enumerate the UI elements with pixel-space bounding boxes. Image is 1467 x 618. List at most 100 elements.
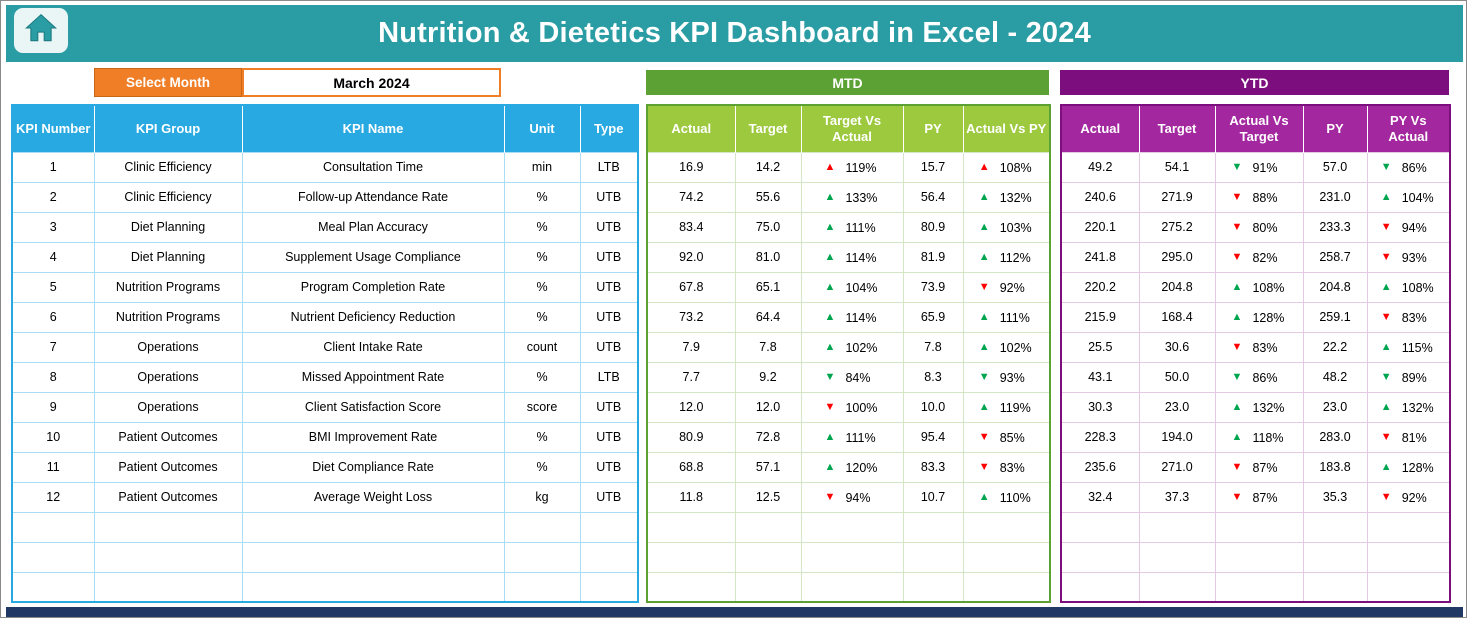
percent-value: 91%	[1252, 160, 1278, 175]
empty-row	[12, 541, 638, 572]
mtd-actual-vs-py-cell: ▼ 83%	[963, 451, 1050, 482]
arrow-up-icon: ▲	[978, 401, 990, 414]
ytd-table-row: 215.9 168.4 ▲ 128% 259.1 ▼ 83%	[1061, 301, 1450, 332]
arrow-down-icon: ▼	[1380, 161, 1392, 174]
arrow-down-icon: ▼	[1380, 221, 1392, 234]
kpi-number-header: KPI Number	[12, 105, 95, 152]
arrow-up-icon: ▲	[1380, 461, 1392, 474]
ytd-actual-vs-target-cell: ▲ 118%	[1215, 421, 1304, 452]
arrow-down-icon: ▼	[1380, 371, 1392, 384]
comparison-indicator: ▼ 92%	[979, 281, 1034, 295]
ytd-target-cell: 168.4	[1139, 301, 1216, 332]
select-month-label: Select Month	[125, 75, 210, 90]
arrow-down-icon: ▼	[1231, 461, 1243, 474]
type-cell: UTB	[580, 181, 638, 212]
percent-value: 119%	[845, 160, 877, 175]
mtd-actual-cell: 80.9	[647, 421, 736, 452]
percent-value: 133%	[845, 190, 878, 205]
mtd-actual-vs-py-cell: ▲ 103%	[963, 211, 1050, 242]
empty-cell	[1139, 541, 1216, 572]
mtd-actual-cell: 7.9	[647, 331, 736, 362]
comparison-indicator: ▼ 89%	[1381, 371, 1436, 385]
mtd-actual-cell: 11.8	[647, 481, 736, 512]
ytd-target-cell: 295.0	[1139, 241, 1216, 272]
ytd-py-header: PY	[1303, 105, 1368, 152]
comparison-indicator: ▲ 132%	[1381, 401, 1436, 415]
empty-cell	[242, 571, 505, 602]
empty-cell	[1303, 511, 1368, 542]
ytd-actual-cell: 228.3	[1061, 421, 1140, 452]
mtd-py-cell: 95.4	[903, 421, 964, 452]
percent-value: 132%	[1252, 400, 1285, 415]
percent-value: 112%	[999, 250, 1031, 265]
ytd-py-vs-actual-cell: ▼ 89%	[1367, 361, 1450, 392]
comparison-indicator: ▼ 85%	[979, 431, 1034, 445]
percent-value: 87%	[1252, 490, 1278, 505]
type-header: Type	[580, 105, 638, 152]
kpi-name-cell: Meal Plan Accuracy	[242, 211, 505, 242]
empty-cell	[963, 511, 1050, 542]
mtd-actual-header: Actual	[647, 105, 736, 152]
percent-value: 132%	[1401, 400, 1434, 415]
month-value-field[interactable]: March 2024	[242, 68, 501, 97]
percent-value: 100%	[845, 400, 878, 415]
kpi-group-cell: Operations	[94, 361, 243, 392]
ytd-actual-vs-target-cell: ▼ 87%	[1215, 451, 1304, 482]
ytd-target-cell: 54.1	[1139, 151, 1216, 182]
comparison-indicator: ▼ 81%	[1381, 431, 1436, 445]
arrow-down-icon: ▼	[1231, 221, 1243, 234]
percent-value: 111%	[845, 430, 876, 445]
ytd-table-row: 241.8 295.0 ▼ 82% 258.7 ▼ 93%	[1061, 241, 1450, 272]
kpi-table-row: 2 Clinic Efficiency Follow-up Attendance R…	[12, 181, 638, 212]
unit-cell: score	[504, 391, 581, 422]
empty-cell	[580, 571, 638, 602]
ytd-actual-vs-target-cell: ▼ 88%	[1215, 181, 1304, 212]
empty-cell	[903, 541, 964, 572]
ytd-actual-vs-target-cell: ▼ 91%	[1215, 151, 1304, 182]
percent-value: 108%	[1401, 280, 1434, 295]
ytd-actual-cell: 235.6	[1061, 451, 1140, 482]
empty-cell	[963, 571, 1050, 602]
percent-value: 89%	[1401, 370, 1427, 385]
mtd-section-title: MTD	[646, 70, 1049, 95]
ytd-py-cell: 57.0	[1303, 151, 1368, 182]
mtd-target-vs-actual-cell: ▼ 84%	[801, 361, 904, 392]
comparison-indicator: ▲ 118%	[1232, 431, 1287, 445]
ytd-target-cell: 30.6	[1139, 331, 1216, 362]
arrow-up-icon: ▲	[824, 281, 836, 294]
ytd-actual-cell: 240.6	[1061, 181, 1140, 212]
percent-value: 114%	[845, 250, 877, 265]
home-button[interactable]	[14, 8, 68, 53]
ytd-py-cell: 48.2	[1303, 361, 1368, 392]
ytd-py-vs-actual-cell: ▲ 128%	[1367, 451, 1450, 482]
comparison-indicator: ▼ 83%	[1381, 311, 1436, 325]
empty-cell	[1367, 571, 1450, 602]
type-cell: UTB	[580, 451, 638, 482]
comparison-indicator: ▼ 88%	[1232, 191, 1287, 205]
percent-value: 93%	[1401, 250, 1427, 265]
ytd-py-cell: 258.7	[1303, 241, 1368, 272]
arrow-up-icon: ▲	[978, 221, 990, 234]
percent-value: 110%	[999, 490, 1031, 505]
ytd-table: Actual Target Actual Vs Target PY PY Vs …	[1060, 104, 1451, 603]
percent-value: 94%	[1401, 220, 1427, 235]
ytd-py-cell: 204.8	[1303, 271, 1368, 302]
mtd-actual-vs-py-cell: ▼ 85%	[963, 421, 1050, 452]
mtd-target-vs-actual-cell: ▲ 111%	[801, 421, 904, 452]
kpi-number-cell: 3	[12, 211, 95, 242]
empty-cell	[94, 571, 243, 602]
select-month-button[interactable]: Select Month	[94, 68, 242, 97]
mtd-actual-cell: 92.0	[647, 241, 736, 272]
type-cell: UTB	[580, 271, 638, 302]
arrow-up-icon: ▲	[1231, 401, 1243, 414]
arrow-down-icon: ▼	[978, 461, 990, 474]
kpi-name-cell: Average Weight Loss	[242, 481, 505, 512]
empty-cell	[1303, 571, 1368, 602]
kpi-name-cell: Nutrient Deficiency Reduction	[242, 301, 505, 332]
mtd-target-cell: 12.0	[735, 391, 802, 422]
mtd-table-row: 11.8 12.5 ▼ 94% 10.7 ▲ 110%	[647, 481, 1050, 512]
mtd-target-vs-actual-cell: ▲ 133%	[801, 181, 904, 212]
percent-value: 115%	[1401, 340, 1433, 355]
empty-cell	[504, 571, 581, 602]
type-cell: UTB	[580, 481, 638, 512]
